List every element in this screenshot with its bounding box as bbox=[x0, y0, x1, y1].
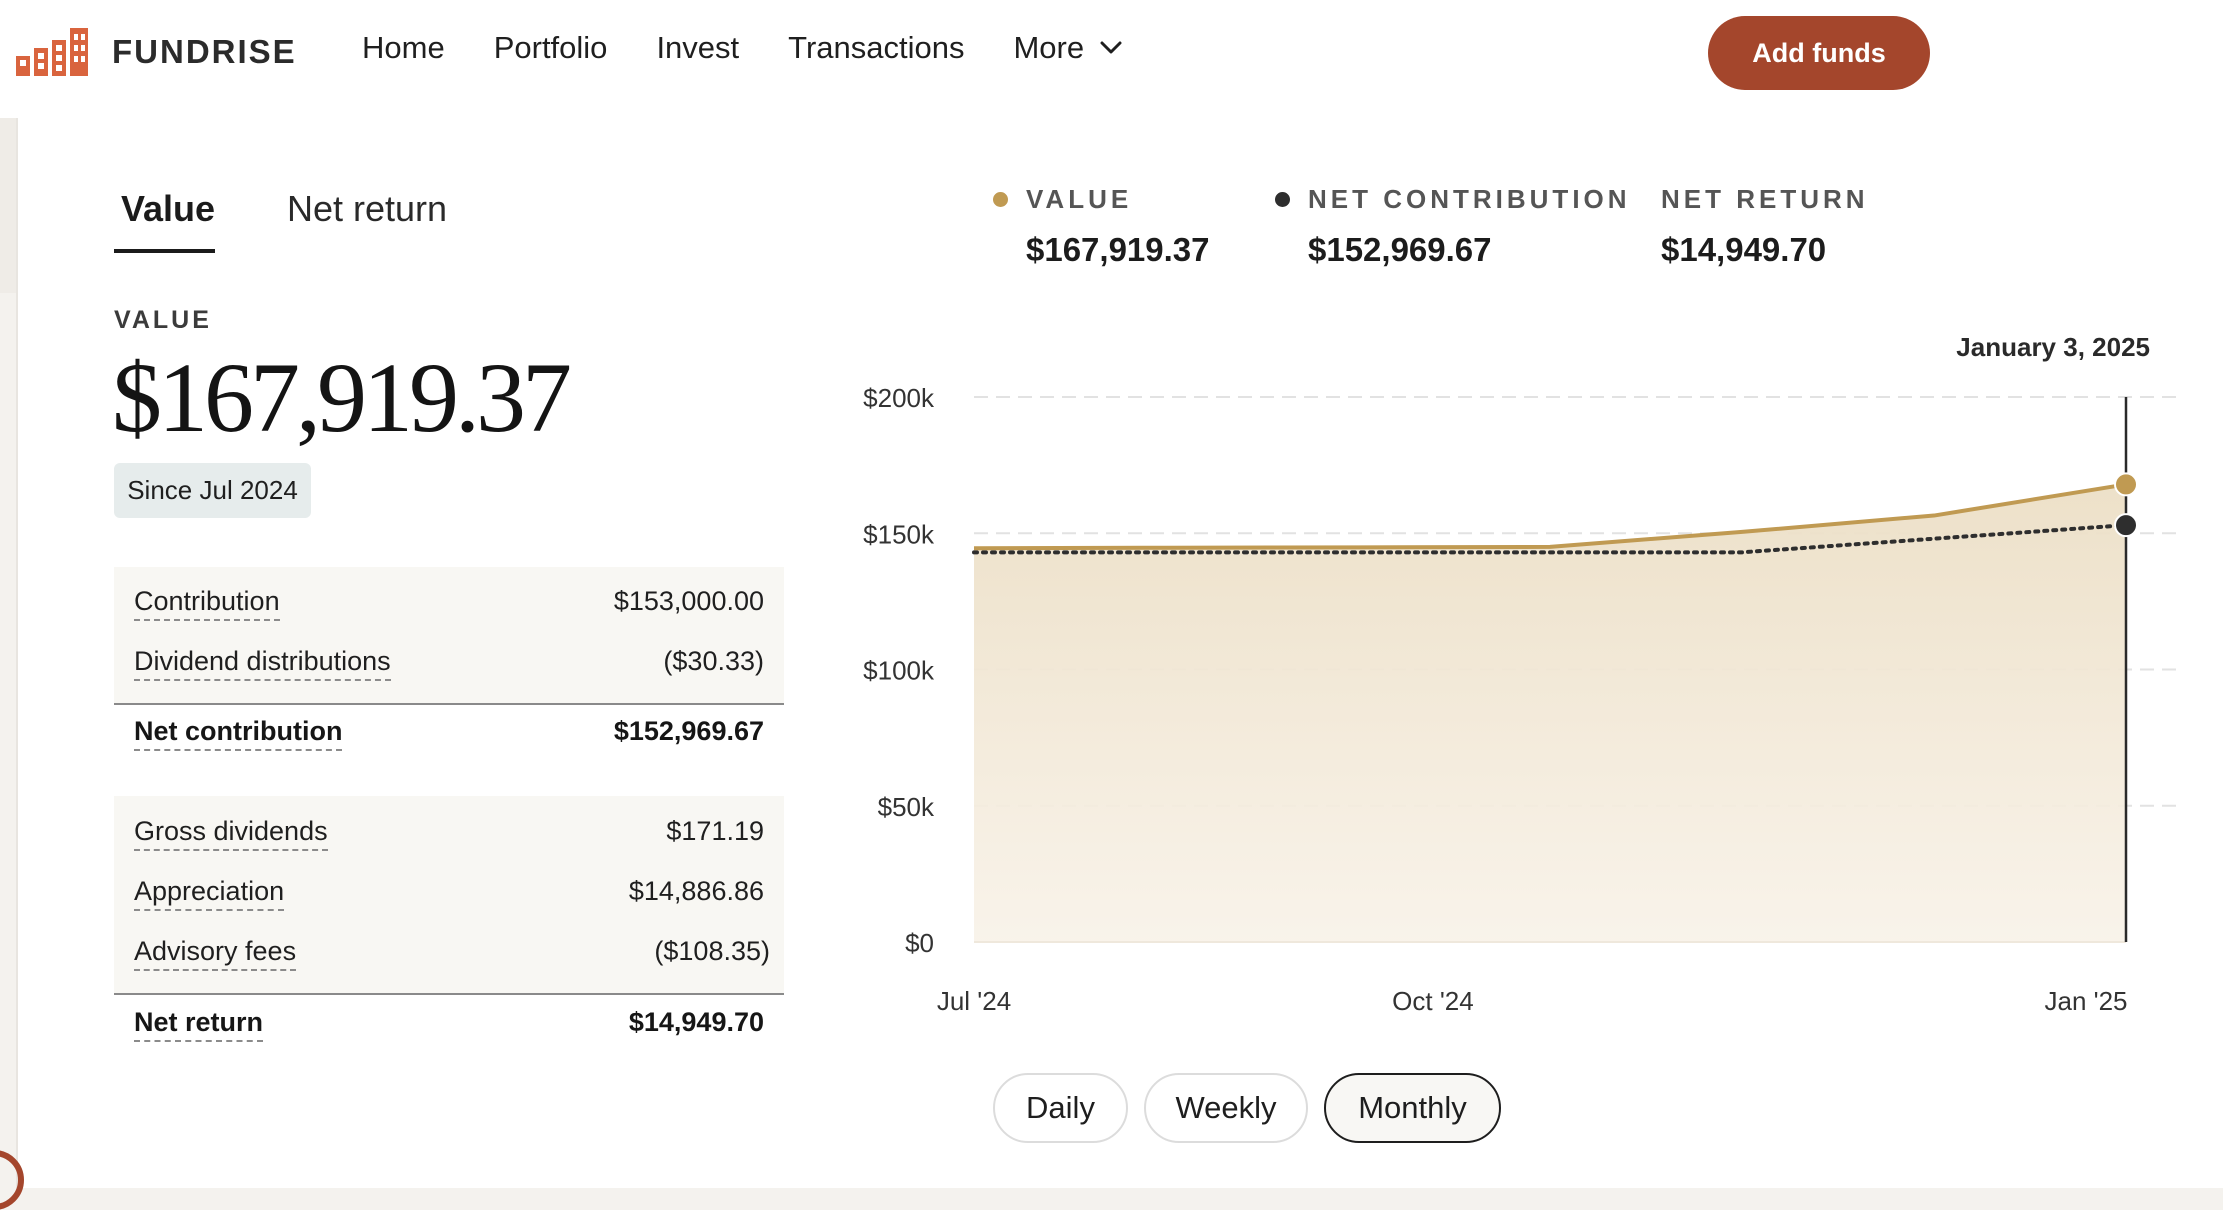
breakdown-label[interactable]: Advisory fees bbox=[134, 936, 297, 971]
legend-amount: $167,919.37 bbox=[1026, 231, 1210, 268]
value-hover-point bbox=[2114, 472, 2138, 497]
breakdown-row-net-return: Net return $14,949.70 bbox=[134, 1007, 764, 1047]
main-nav: Home Portfolio Invest Transactions More bbox=[362, 30, 1122, 66]
tab-net-return[interactable]: Net return bbox=[287, 188, 448, 229]
nav-invest[interactable]: Invest bbox=[656, 30, 740, 65]
y-tick-label: $0 bbox=[905, 928, 934, 958]
legend-net-return: NET RETURN $14,949.70 bbox=[1661, 184, 1869, 269]
breakdown-row-contribution: Contribution $153,000.00 bbox=[134, 586, 764, 626]
top-navigation-bar: FUNDRISE Home Portfolio Invest Transacti… bbox=[0, 0, 2223, 119]
legend-amount: $14,949.70 bbox=[1661, 231, 1827, 268]
period-weekly-button[interactable]: Weekly bbox=[1144, 1073, 1308, 1143]
value-area bbox=[974, 484, 2126, 942]
divider bbox=[114, 703, 784, 705]
breakdown-amount: ($108.35) bbox=[654, 936, 770, 966]
y-tick-label: $50k bbox=[878, 792, 935, 822]
portfolio-value-chart[interactable]: $200k $150k $100k $50k $0 January 3, 2025 Jul … bbox=[840, 330, 2180, 1030]
x-tick-label: Oct '24 bbox=[1392, 986, 1474, 1016]
return-breakdown-group bbox=[114, 796, 784, 994]
fundrise-logo[interactable]: FUNDRISE bbox=[16, 24, 297, 80]
page-gutter bbox=[0, 118, 16, 293]
net-contribution-hover-point bbox=[2114, 513, 2138, 538]
y-tick-label: $200k bbox=[863, 383, 935, 413]
breakdown-label[interactable]: Dividend distributions bbox=[134, 646, 391, 681]
add-funds-button[interactable]: Add funds bbox=[1708, 16, 1930, 90]
divider bbox=[114, 993, 784, 995]
breakdown-label[interactable]: Appreciation bbox=[134, 876, 285, 911]
portfolio-value: $167,919.37 bbox=[112, 342, 572, 453]
breakdown-amount: ($30.33) bbox=[663, 646, 764, 676]
value-label: VALUE bbox=[114, 306, 212, 334]
legend-net-contribution-dot bbox=[1275, 192, 1290, 207]
legend-net-contribution: NET CONTRIBUTION $152,969.67 bbox=[1275, 184, 1631, 269]
breakdown-amount: $14,949.70 bbox=[628, 1007, 764, 1037]
brand-name: FUNDRISE bbox=[112, 33, 297, 70]
breakdown-row-dividend-distributions: Dividend distributions ($30.33) bbox=[134, 646, 764, 686]
fundrise-buildings-icon bbox=[16, 28, 88, 76]
nav-home[interactable]: Home bbox=[362, 30, 445, 65]
nav-portfolio[interactable]: Portfolio bbox=[493, 30, 608, 65]
value-series-line bbox=[973, 482, 2127, 551]
breakdown-row-advisory-fees: Advisory fees ($108.35) bbox=[134, 936, 770, 976]
breakdown-label[interactable]: Gross dividends bbox=[134, 816, 328, 851]
breakdown-label[interactable]: Contribution bbox=[134, 586, 280, 621]
legend-amount: $152,969.67 bbox=[1308, 231, 1492, 268]
legend-label: NET CONTRIBUTION bbox=[1308, 184, 1631, 214]
y-tick-label: $150k bbox=[863, 519, 935, 549]
tab-value[interactable]: Value bbox=[121, 188, 216, 229]
nav-more-dropdown[interactable]: More bbox=[1013, 30, 1122, 66]
x-tick-label: Jan '25 bbox=[2044, 986, 2127, 1016]
legend-label: NET RETURN bbox=[1661, 184, 1869, 214]
legend-value: VALUE $167,919.37 bbox=[993, 184, 1210, 269]
nav-transactions[interactable]: Transactions bbox=[788, 30, 965, 65]
chevron-down-icon bbox=[1100, 41, 1122, 54]
y-tick-label: $100k bbox=[863, 656, 935, 686]
nav-more-label: More bbox=[1013, 30, 1085, 65]
legend-label: VALUE bbox=[1026, 184, 1133, 214]
breakdown-label[interactable]: Net return bbox=[134, 1007, 264, 1042]
x-tick-label: Jul '24 bbox=[937, 986, 1011, 1016]
period-monthly-button[interactable]: Monthly bbox=[1324, 1073, 1501, 1143]
breakdown-amount: $14,886.86 bbox=[628, 876, 764, 906]
period-daily-button[interactable]: Daily bbox=[993, 1073, 1128, 1143]
breakdown-amount: $152,969.67 bbox=[613, 716, 764, 746]
breakdown-row-gross-dividends: Gross dividends $171.19 bbox=[134, 816, 764, 856]
since-date-badge: Since Jul 2024 bbox=[114, 463, 311, 518]
breakdown-row-appreciation: Appreciation $14,886.86 bbox=[134, 876, 764, 916]
active-tab-indicator bbox=[114, 249, 215, 253]
net-contribution-series-line bbox=[972, 523, 2128, 555]
breakdown-label[interactable]: Net contribution bbox=[134, 716, 343, 751]
legend-value-dot bbox=[993, 192, 1008, 207]
breakdown-amount: $153,000.00 bbox=[613, 586, 764, 616]
breakdown-amount: $171.19 bbox=[666, 816, 764, 846]
breakdown-row-net-contribution: Net contribution $152,969.67 bbox=[134, 716, 764, 756]
hover-date-label: January 3, 2025 bbox=[1956, 332, 2150, 362]
